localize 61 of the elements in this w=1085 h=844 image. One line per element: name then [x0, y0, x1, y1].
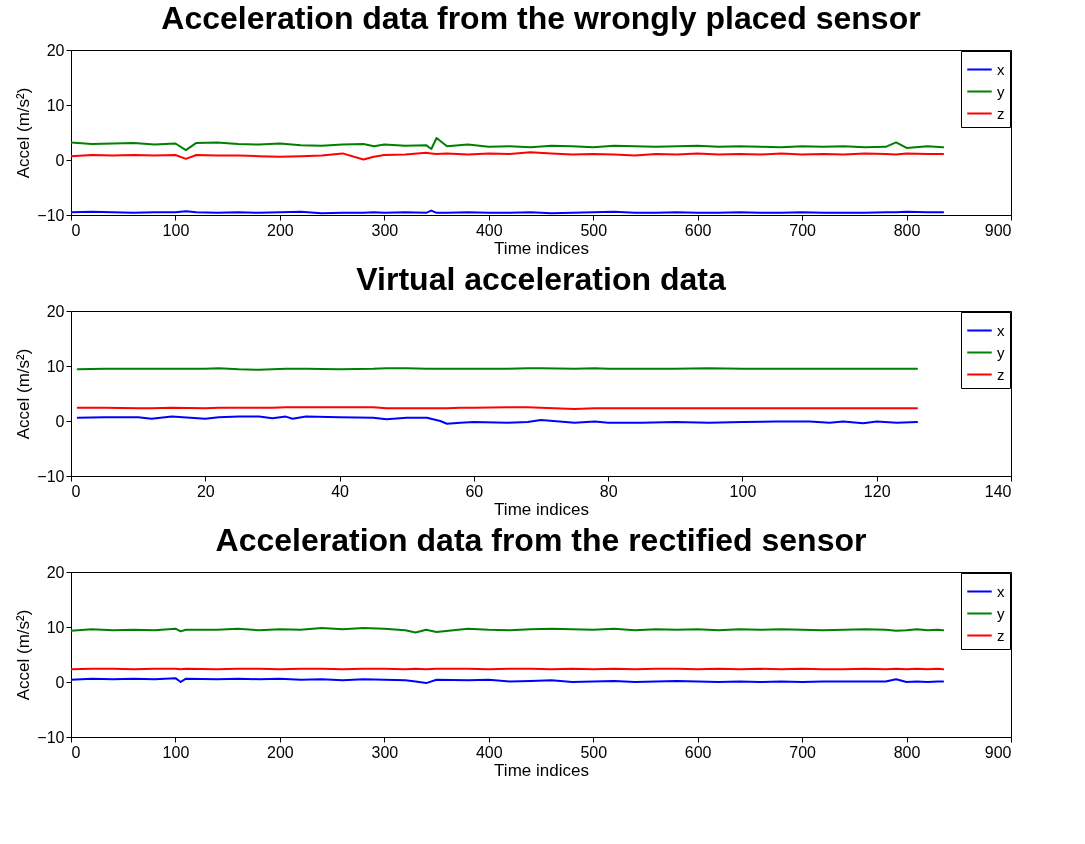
- x-tick-label: 900: [984, 221, 1012, 239]
- x-tick-label: 300: [371, 221, 399, 239]
- x-axis-title: Time indices: [494, 238, 589, 258]
- x-tick-label: 120: [863, 482, 891, 500]
- line-series: [71, 137, 945, 152]
- x-tick-label: 200: [267, 743, 294, 761]
- chart-title: Acceleration data from the wrongly placed sensor: [161, 0, 921, 36]
- x-tick-label: 100: [729, 482, 757, 500]
- y-axis-title: Accel (m/s²): [14, 348, 34, 440]
- x-tick-label: 0: [71, 221, 81, 239]
- y-axis-title: Accel (m/s²): [14, 87, 34, 179]
- x-tick-label: 200: [267, 221, 294, 239]
- line-series: [76, 415, 918, 425]
- legend-label: y: [997, 343, 1005, 361]
- x-tick-label: 60: [465, 482, 484, 500]
- legend-label: x: [997, 582, 1005, 600]
- x-tick-label: 140: [984, 482, 1012, 500]
- legend-label: z: [997, 626, 1005, 644]
- x-tick-label: 800: [893, 743, 921, 761]
- x-tick-label: 600: [684, 221, 712, 239]
- y-tick-label: 10: [46, 357, 65, 375]
- y-tick-label: 0: [55, 673, 65, 691]
- x-tick-label: 40: [331, 482, 350, 500]
- y-tick-label: −10: [37, 206, 65, 224]
- x-tick-label: 600: [684, 743, 712, 761]
- x-tick-label: 20: [196, 482, 215, 500]
- x-tick-label: 700: [789, 743, 817, 761]
- line-series: [71, 151, 945, 161]
- x-tick-label: 900: [984, 743, 1012, 761]
- y-tick-label: 10: [46, 96, 65, 114]
- x-tick-label: 800: [893, 221, 921, 239]
- x-axis-title: Time indices: [494, 760, 589, 780]
- legend-label: z: [997, 365, 1005, 383]
- x-tick-label: 0: [71, 482, 81, 500]
- legend-label: y: [997, 82, 1005, 100]
- x-tick-label: 300: [371, 743, 399, 761]
- x-tick-label: 500: [580, 743, 608, 761]
- x-tick-label: 0: [71, 743, 81, 761]
- legend-label: x: [997, 60, 1005, 78]
- y-tick-label: −10: [37, 728, 65, 746]
- chart-title: Acceleration data from the rectified sensor: [215, 522, 867, 558]
- y-tick-label: 20: [46, 41, 65, 59]
- y-tick-label: 0: [55, 412, 65, 430]
- y-tick-label: 20: [46, 302, 65, 320]
- legend-label: x: [997, 321, 1005, 339]
- x-tick-label: 80: [599, 482, 618, 500]
- x-tick-label: 100: [162, 743, 190, 761]
- x-tick-label: 400: [475, 743, 503, 761]
- x-tick-label: 100: [162, 221, 190, 239]
- legend-label: y: [997, 604, 1005, 622]
- y-tick-label: 20: [46, 563, 65, 581]
- y-tick-label: 10: [46, 618, 65, 636]
- chart-title: Virtual acceleration data: [356, 261, 726, 297]
- x-axis-title: Time indices: [494, 499, 589, 519]
- x-tick-label: 500: [580, 221, 608, 239]
- legend-label: z: [997, 104, 1005, 122]
- y-tick-label: −10: [37, 467, 65, 485]
- x-tick-label: 700: [789, 221, 817, 239]
- y-tick-label: 0: [55, 151, 65, 169]
- x-tick-label: 400: [475, 221, 503, 239]
- y-axis-title: Accel (m/s²): [14, 609, 34, 701]
